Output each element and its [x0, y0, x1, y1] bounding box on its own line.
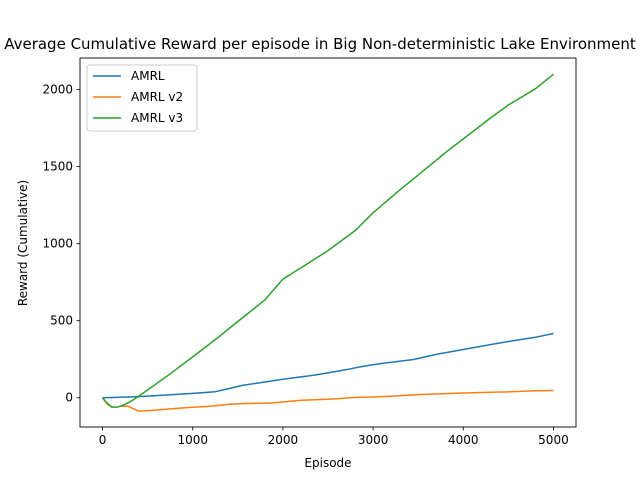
series-line-1 — [102, 332, 554, 399]
x-tick-label: 2000 — [268, 433, 299, 447]
x-tick-label: 5000 — [538, 433, 569, 447]
x-tick-label: 3000 — [358, 433, 389, 447]
y-tick-label: 1000 — [42, 237, 73, 251]
legend-label: AMRL v2 — [131, 90, 183, 104]
series-line-3 — [101, 73, 554, 409]
x-axis-label: Episode — [304, 456, 351, 470]
x-axis: 0 1000 2000 3000 4000 5000 — [99, 427, 569, 447]
y-tick-label: 1500 — [42, 160, 73, 174]
y-axis: 0 500 1000 1500 2000 — [42, 83, 80, 405]
y-tick-label: 2000 — [42, 83, 73, 97]
y-tick-label: 500 — [50, 314, 73, 328]
legend-frame — [86, 64, 198, 132]
x-tick-label: 4000 — [448, 433, 479, 447]
chart-title: Average Cumulative Reward per episode in… — [4, 35, 636, 53]
x-tick-label: 0 — [99, 433, 107, 447]
x-tick-label: 1000 — [177, 433, 208, 447]
legend-label: AMRL — [131, 69, 165, 83]
plot-frame — [79, 57, 577, 428]
legend: AMRL AMRL v2 AMRL v3 — [86, 64, 198, 132]
series-line-2 — [101, 389, 554, 412]
legend-label: AMRL v3 — [131, 111, 183, 125]
y-tick-label: 0 — [65, 391, 73, 405]
y-axis-label: Reward (Cumulative) — [16, 180, 30, 306]
plot-lines — [101, 73, 554, 412]
